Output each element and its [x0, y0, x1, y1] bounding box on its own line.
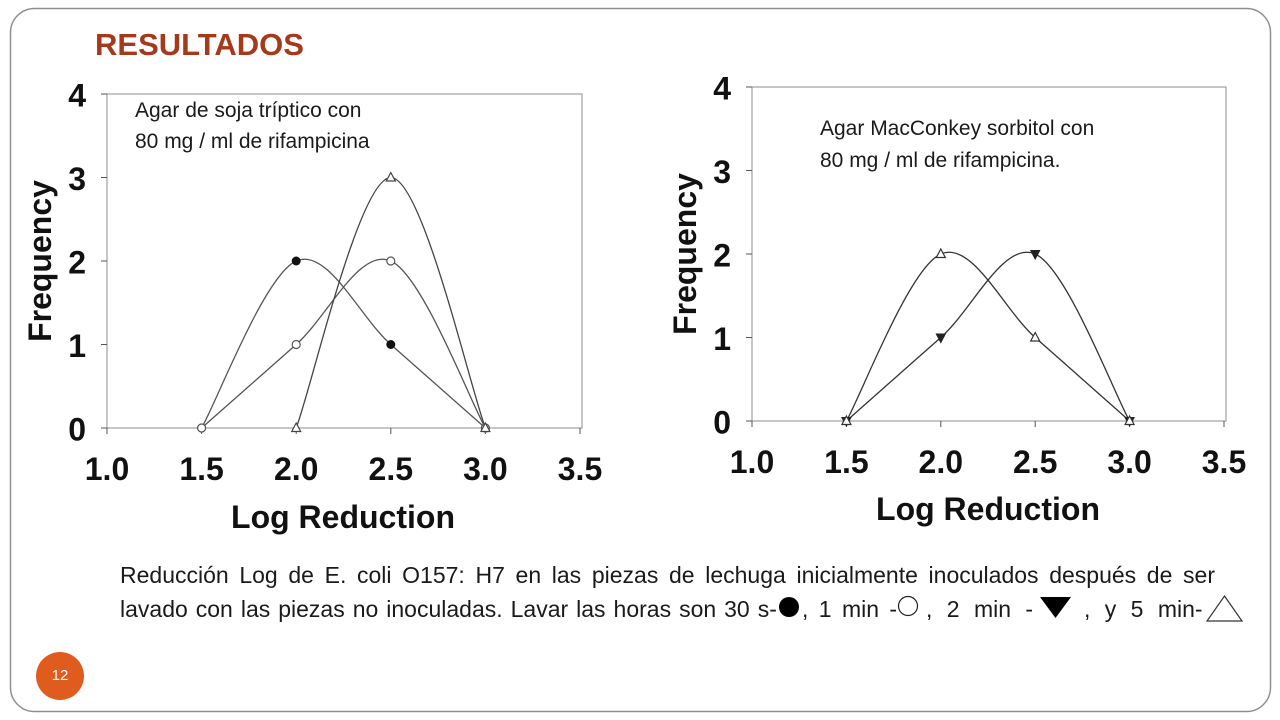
x-tick-label: 1.5	[824, 444, 868, 480]
x-tick-label: 3.0	[1107, 444, 1151, 480]
x-tick-label: 2.0	[274, 451, 318, 487]
y-tick-label: 4	[68, 78, 86, 114]
x-tick-label: 3.5	[558, 451, 602, 487]
series-1-point	[386, 340, 396, 349]
y-tick-label: 1	[713, 321, 731, 357]
series-3-point	[290, 421, 302, 433]
y-tick-label: 2	[68, 245, 86, 281]
series-2-point	[840, 414, 852, 426]
filled-circle-icon	[779, 597, 799, 617]
caption-text-2min: , 2 min -	[926, 596, 1034, 622]
legend-marker-shape	[897, 595, 919, 617]
slide-border	[9, 7, 1272, 713]
legend-marker-shape	[1205, 594, 1244, 622]
series-2-point	[1029, 331, 1041, 342]
caption-text-30s: lavado con las piezas no inoculadas. Lav…	[120, 596, 777, 622]
series-1-point	[935, 333, 947, 344]
caption-text-1min: , 1 min -	[802, 596, 898, 622]
y-tick-label: 0	[68, 412, 86, 448]
filled-inverted-triangle-icon	[1040, 597, 1071, 618]
x-tick-label: 1.0	[730, 444, 774, 480]
caption-text-5min: , y 5 min-	[1084, 596, 1203, 622]
chart-annotation-line: 80 mg / ml de rifampicina.	[820, 149, 1060, 172]
series-2-point	[1124, 414, 1136, 426]
open-triangle-icon	[1205, 594, 1244, 622]
x-tick-label: 1.5	[179, 451, 223, 487]
y-tick-label: 3	[68, 161, 86, 197]
x-tick-label: 2.5	[1013, 444, 1057, 480]
series-1-line	[845, 251, 1131, 422]
series-2-point	[197, 423, 207, 433]
x-tick-label: 2.5	[369, 451, 413, 487]
open-circle-icon	[897, 595, 919, 617]
x-tick-label: 2.0	[919, 444, 963, 480]
x-axis-title: Log Reduction	[231, 499, 455, 535]
chart-annotation-line: 80 mg / ml de rifampicina	[135, 130, 370, 153]
series-1-point	[1029, 250, 1041, 261]
series-2-point	[291, 339, 301, 350]
y-axis-title: Frequency	[667, 173, 703, 335]
x-tick-label: 3.5	[1202, 444, 1246, 480]
y-axis-title: Frequency	[22, 180, 58, 342]
plot-marks: 0 1 2 3 4 1.0 1.5 2.0 2.5 3.0 3.5	[713, 71, 1246, 481]
y-tick-label: 3	[713, 154, 731, 190]
page-title: RESULTADOS	[95, 27, 304, 62]
chart-annotation-line: Agar MacConkey sorbitol con	[820, 117, 1094, 140]
x-tick-label: 3.0	[463, 451, 507, 487]
figure-caption-line: Reducción Log de E. coli O157: H7 en las…	[120, 562, 1215, 588]
chart-sorbitol-macconkey-agar: Agar MacConkey sorbitol con 80 mg / ml d…	[667, 71, 1246, 528]
y-tick-label: 1	[68, 328, 86, 364]
series-2-point	[386, 256, 396, 266]
y-tick-label: 0	[713, 405, 731, 441]
legend-marker-shape	[779, 597, 799, 617]
series-1-line	[201, 258, 486, 429]
series-2-line	[845, 251, 1131, 422]
y-tick-label: 2	[713, 238, 731, 274]
page-number-badge: 12	[36, 652, 84, 700]
series-3-point	[385, 171, 397, 182]
series-3-point	[479, 421, 491, 433]
chart-tryptic-soy-agar: Agar de soja tríptico con 80 mg / ml de …	[22, 78, 602, 536]
series-2-point	[935, 247, 947, 259]
series-1-point	[291, 256, 301, 266]
legend-marker-shape	[1040, 597, 1071, 618]
x-axis-title: Log Reduction	[876, 491, 1100, 527]
x-tick-label: 1.0	[85, 451, 129, 487]
y-tick-label: 4	[713, 71, 731, 107]
chart-annotation-line: Agar de soja tríptico con	[135, 99, 361, 122]
plot-marks: 0 1 2 3 4 1.0 1.5 2.0 2.5 3.0 3.5	[68, 78, 602, 488]
series-2-line	[201, 258, 486, 429]
page-number: 12	[51, 667, 69, 684]
